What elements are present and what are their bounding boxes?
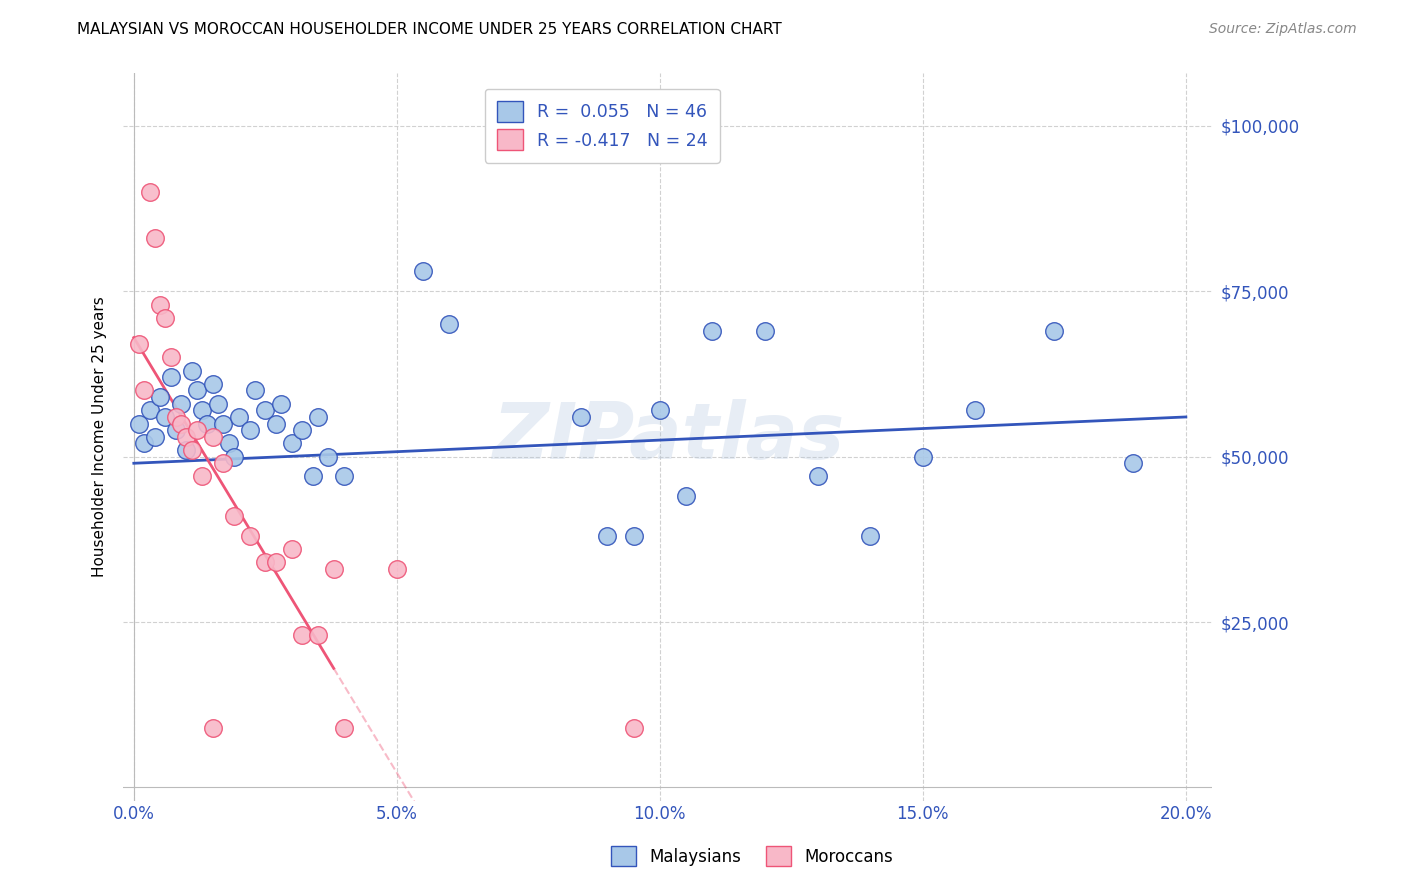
Point — [159, 351, 181, 365]
Point — [254, 556, 277, 570]
Point — [280, 542, 302, 557]
Point — [176, 430, 198, 444]
Point — [238, 529, 260, 543]
Point — [911, 450, 934, 464]
Text: ZIPatlas: ZIPatlas — [492, 399, 844, 475]
Point — [222, 450, 245, 464]
Point — [180, 443, 202, 458]
Point — [222, 509, 245, 524]
Point — [291, 628, 314, 642]
Point — [439, 318, 461, 332]
Point — [155, 409, 177, 424]
Point — [702, 324, 724, 338]
Point — [318, 450, 340, 464]
Point — [218, 436, 240, 450]
Point — [128, 417, 150, 431]
Point — [228, 409, 250, 424]
Point — [165, 423, 187, 437]
Point — [385, 562, 408, 576]
Point — [134, 384, 156, 398]
Point — [134, 436, 156, 450]
Point — [191, 403, 214, 417]
Point — [280, 436, 302, 450]
Point — [301, 469, 323, 483]
Point — [264, 417, 287, 431]
Point — [623, 529, 645, 543]
Point — [155, 310, 177, 325]
Point — [675, 489, 697, 503]
Point — [186, 384, 208, 398]
Point — [333, 721, 356, 735]
Point — [623, 721, 645, 735]
Point — [569, 409, 592, 424]
Point — [291, 423, 314, 437]
Point — [170, 417, 193, 431]
Point — [176, 443, 198, 458]
Text: MALAYSIAN VS MOROCCAN HOUSEHOLDER INCOME UNDER 25 YEARS CORRELATION CHART: MALAYSIAN VS MOROCCAN HOUSEHOLDER INCOME… — [77, 22, 782, 37]
Point — [412, 264, 434, 278]
Point — [138, 403, 160, 417]
Point — [170, 397, 193, 411]
Point — [212, 417, 235, 431]
Point — [165, 409, 187, 424]
Legend: Malaysians, Moroccans: Malaysians, Moroccans — [605, 839, 900, 873]
Point — [270, 397, 292, 411]
Point — [307, 628, 329, 642]
Point — [180, 364, 202, 378]
Point — [143, 231, 166, 245]
Point — [191, 469, 214, 483]
Point — [807, 469, 830, 483]
Point — [186, 423, 208, 437]
Point — [307, 409, 329, 424]
Point — [1043, 324, 1066, 338]
Point — [754, 324, 776, 338]
Point — [648, 403, 671, 417]
Point — [143, 430, 166, 444]
Point — [197, 417, 219, 431]
Point — [159, 370, 181, 384]
Text: Source: ZipAtlas.com: Source: ZipAtlas.com — [1209, 22, 1357, 37]
Point — [322, 562, 344, 576]
Point — [128, 337, 150, 351]
Point — [264, 556, 287, 570]
Point — [138, 185, 160, 199]
Point — [254, 403, 277, 417]
Legend: R =  0.055   N = 46, R = -0.417   N = 24: R = 0.055 N = 46, R = -0.417 N = 24 — [485, 89, 720, 162]
Point — [1122, 456, 1144, 470]
Point — [207, 397, 229, 411]
Point — [201, 721, 224, 735]
Point — [596, 529, 619, 543]
Point — [333, 469, 356, 483]
Point — [243, 384, 266, 398]
Point — [859, 529, 882, 543]
Point — [149, 297, 172, 311]
Point — [149, 390, 172, 404]
Point — [201, 376, 224, 391]
Point — [212, 456, 235, 470]
Point — [201, 430, 224, 444]
Point — [965, 403, 987, 417]
Y-axis label: Householder Income Under 25 years: Householder Income Under 25 years — [93, 296, 107, 577]
Point — [238, 423, 260, 437]
